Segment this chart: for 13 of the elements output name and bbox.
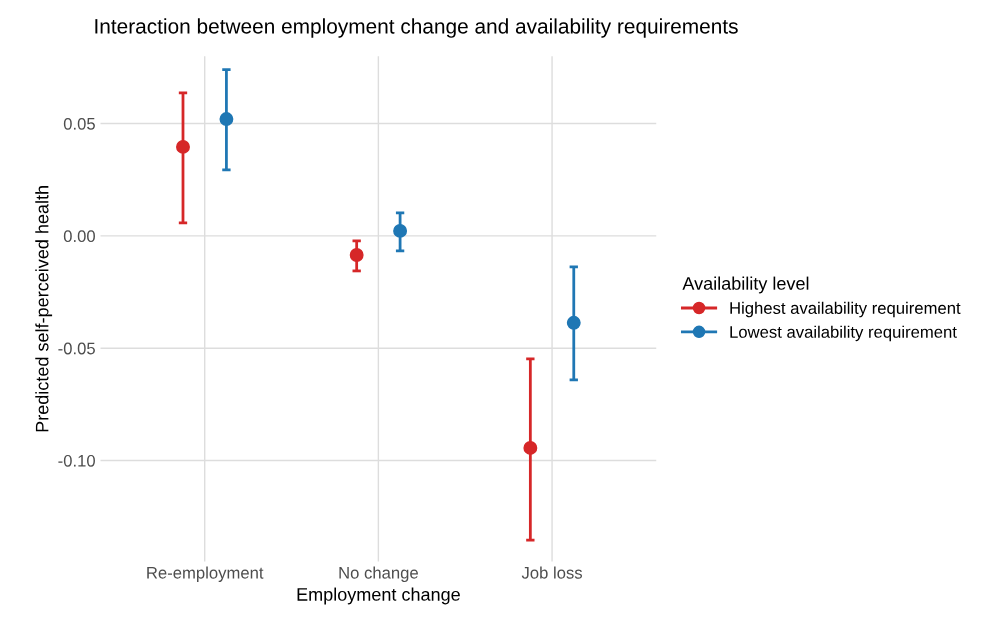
legend-label: Lowest availability requirement [730, 325, 957, 342]
y-tick-label: -0.10 [58, 454, 95, 467]
y-tick-label: 0.00 [63, 230, 95, 243]
y-tick-label: 0.05 [63, 117, 95, 130]
y-tick-label: -0.05 [58, 342, 95, 355]
legend-title: Availability level [682, 276, 809, 294]
x-tick-label: No change [339, 566, 418, 582]
y-axis-title: Predicted self-perceived health [35, 186, 53, 432]
x-axis-title: Employment change [297, 587, 460, 605]
x-tick-label: Job loss [521, 566, 583, 579]
chart-title: Interaction between employment change and availability requirements [95, 18, 738, 38]
legend-label: Highest availability requirement [730, 301, 961, 318]
x-tick-label: Re-employment [147, 566, 264, 582]
